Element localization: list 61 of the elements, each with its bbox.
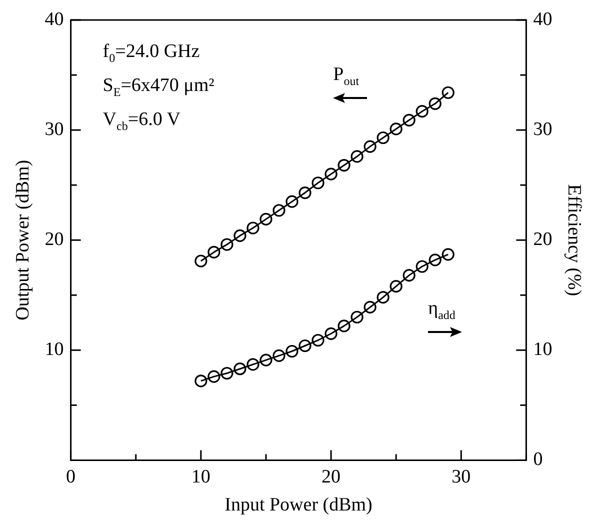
point: [350, 150, 364, 163]
point: [312, 334, 324, 347]
y2-tick-label: 30: [533, 119, 552, 140]
point: [428, 254, 442, 266]
point: [376, 291, 390, 304]
point: [246, 358, 260, 371]
y2-tick-label: 40: [533, 8, 552, 30]
point: [376, 131, 390, 144]
point: [286, 195, 298, 208]
point: [298, 186, 312, 200]
point: [390, 122, 402, 136]
point: [416, 105, 428, 118]
text: P$_{out}$: [333, 64, 360, 88]
y-tick-label: 20: [44, 229, 64, 250]
annotation: S$_{E}$=6x470 μm²: [102, 75, 214, 99]
point: [338, 320, 350, 332]
point: [194, 374, 208, 388]
annotation: V$_{cb}$=6.0 V: [102, 109, 180, 133]
point: [338, 158, 350, 172]
point: [286, 344, 298, 358]
y-axis-title: Output Power (dBm): [12, 160, 34, 320]
y2-tick-label: 10: [533, 339, 552, 360]
point: [220, 366, 234, 380]
y2-tick-label: 0: [533, 449, 543, 470]
x-tick-label: 0: [66, 466, 76, 488]
point: [208, 246, 220, 259]
point: [364, 300, 376, 314]
point: [272, 349, 286, 362]
series-label: η$_{add}$: [428, 298, 456, 322]
point: [234, 362, 246, 376]
point: [260, 354, 272, 366]
point: [402, 269, 416, 282]
point: [364, 140, 376, 153]
point: [324, 327, 338, 340]
annotation: f$_{0}$=24.0 GHz: [102, 41, 200, 65]
y-tick-label: 30: [44, 119, 64, 140]
point: [272, 204, 286, 217]
x-tick-label: 20: [322, 466, 341, 488]
point: [260, 212, 272, 226]
point: [220, 238, 234, 251]
point: [442, 86, 454, 99]
point: [208, 370, 220, 383]
y-tick-label: 10: [44, 339, 64, 360]
point: [442, 248, 454, 261]
point: [234, 229, 246, 242]
point: [312, 176, 324, 190]
point: [428, 97, 442, 110]
point: [246, 222, 260, 234]
point: [298, 339, 312, 352]
point: [402, 114, 416, 126]
x-tick-label: 30: [452, 466, 471, 488]
x-tick-label: 10: [191, 466, 210, 488]
point: [416, 260, 428, 273]
point: [390, 280, 402, 293]
point: [194, 254, 208, 268]
y-tick-label: 40: [44, 8, 64, 30]
point: [324, 168, 338, 180]
x-axis-title: Input Power (dBm): [224, 494, 372, 516]
y2-axis-title: Efficiency (%): [564, 184, 585, 296]
y2-tick-label: 20: [533, 229, 552, 250]
point: [350, 310, 364, 324]
